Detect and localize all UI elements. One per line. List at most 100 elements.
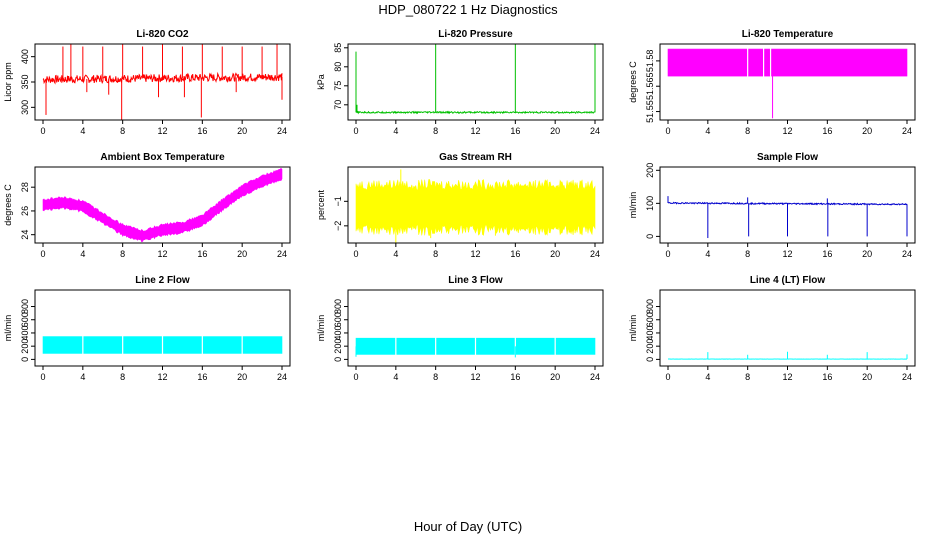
x-tick-label: 4 bbox=[80, 249, 85, 259]
data-band bbox=[667, 48, 908, 77]
x-tick-label: 0 bbox=[665, 126, 670, 136]
y-tick-label: 80 bbox=[333, 62, 343, 72]
x-tick-label: 16 bbox=[197, 372, 207, 382]
y-tick-label: 51.58 bbox=[645, 50, 655, 73]
x-tick-label: 16 bbox=[822, 372, 832, 382]
x-tick-label: 20 bbox=[550, 126, 560, 136]
x-tick-label: 20 bbox=[862, 249, 872, 259]
panel-title: Line 4 (LT) Flow bbox=[750, 275, 826, 286]
y-tick-label: 800 bbox=[645, 299, 655, 314]
x-tick-label: 12 bbox=[157, 249, 167, 259]
panel-title: Sample Flow bbox=[757, 152, 818, 163]
panel-title: Gas Stream RH bbox=[439, 152, 512, 163]
x-tick-label: 8 bbox=[433, 249, 438, 259]
x-tick-label: 12 bbox=[782, 249, 792, 259]
x-tick-label: 20 bbox=[237, 126, 247, 136]
x-tick-label: 4 bbox=[705, 372, 710, 382]
x-tick-label: 20 bbox=[550, 372, 560, 382]
x-tick-label: 20 bbox=[550, 249, 560, 259]
y-tick-label: 0 bbox=[645, 357, 655, 362]
x-tick-label: 8 bbox=[120, 126, 125, 136]
x-tick-label: 0 bbox=[40, 249, 45, 259]
x-tick-label: 8 bbox=[745, 249, 750, 259]
y-tick-label: 51.565 bbox=[645, 72, 655, 100]
x-tick-label: 24 bbox=[902, 249, 912, 259]
x-tick-label: 24 bbox=[277, 249, 287, 259]
x-tick-label: 12 bbox=[470, 126, 480, 136]
x-tick-label: 12 bbox=[782, 126, 792, 136]
panel-line2_flow: Line 2 Flow ml/min 0 4 8 12 16 20 24 0 20040060080… bbox=[3, 275, 291, 382]
x-tick-label: 12 bbox=[157, 372, 167, 382]
y-tick-label: 400 bbox=[20, 49, 30, 64]
y-tick-label: −2 bbox=[333, 221, 343, 231]
panel-title: Li-820 CO2 bbox=[136, 29, 189, 40]
figure-x-axis-label: Hour of Day (UTC) bbox=[414, 519, 522, 534]
x-tick-label: 4 bbox=[393, 372, 398, 382]
y-axis-label: ml/min bbox=[628, 315, 638, 342]
x-tick-label: 4 bbox=[393, 126, 398, 136]
x-tick-label: 24 bbox=[277, 126, 287, 136]
panel-title: Line 2 Flow bbox=[135, 275, 190, 286]
x-tick-label: 24 bbox=[590, 249, 600, 259]
x-tick-label: 20 bbox=[862, 372, 872, 382]
x-tick-label: 16 bbox=[197, 249, 207, 259]
plot-frame bbox=[347, 43, 604, 121]
x-tick-label: 0 bbox=[353, 249, 358, 259]
x-tick-label: 16 bbox=[510, 126, 520, 136]
series-line3_flow bbox=[355, 337, 596, 358]
x-tick-label: 20 bbox=[237, 249, 247, 259]
series-line4_flow bbox=[668, 351, 908, 360]
y-tick-label: 600 bbox=[645, 312, 655, 327]
y-tick-label: −1 bbox=[333, 196, 343, 206]
y-tick-label: 600 bbox=[20, 312, 30, 327]
y-tick-label: 800 bbox=[333, 299, 343, 314]
y-axis-label: ml/min bbox=[316, 315, 326, 342]
y-axis-label: ml/min bbox=[628, 192, 638, 219]
x-tick-label: 8 bbox=[120, 372, 125, 382]
plot-frame bbox=[34, 289, 291, 367]
x-tick-label: 24 bbox=[902, 372, 912, 382]
x-tick-label: 16 bbox=[822, 249, 832, 259]
panel-title: Li-820 Pressure bbox=[438, 29, 513, 40]
y-tick-label: 600 bbox=[333, 312, 343, 327]
y-tick-label: 85 bbox=[333, 43, 343, 53]
x-tick-label: 24 bbox=[590, 372, 600, 382]
x-tick-label: 16 bbox=[197, 126, 207, 136]
y-tick-label: 100 bbox=[645, 196, 655, 211]
y-tick-label: 200 bbox=[645, 339, 655, 354]
panel-line3_flow: Line 3 Flow ml/min 0 4 8 12 16 20 24 0 20040060080… bbox=[316, 275, 604, 382]
panel-box_temp: Ambient Box Temperature degrees C 0 4 8 12 16 2… bbox=[3, 152, 291, 259]
y-tick-label: 200 bbox=[20, 339, 30, 354]
series-sample_flow bbox=[667, 196, 908, 239]
y-tick-label: 400 bbox=[20, 325, 30, 340]
series-line2_flow bbox=[42, 335, 283, 355]
panel-licor_temp: Li-820 Temperature degrees C 0 4 8 12 16 20 24 51… bbox=[628, 29, 916, 136]
x-tick-label: 4 bbox=[80, 126, 85, 136]
x-tick-label: 8 bbox=[745, 126, 750, 136]
x-tick-label: 0 bbox=[665, 249, 670, 259]
x-tick-label: 0 bbox=[353, 372, 358, 382]
panel-title: Ambient Box Temperature bbox=[100, 152, 225, 163]
y-axis-label: ml/min bbox=[3, 315, 13, 342]
x-tick-label: 8 bbox=[120, 249, 125, 259]
panel-title: Line 3 Flow bbox=[448, 275, 503, 286]
series-pressure bbox=[355, 44, 596, 115]
x-tick-label: 4 bbox=[705, 249, 710, 259]
x-tick-label: 16 bbox=[510, 249, 520, 259]
y-tick-label: 0 bbox=[645, 234, 655, 239]
y-tick-label: 70 bbox=[333, 100, 343, 110]
y-tick-label: 0 bbox=[20, 357, 30, 362]
panel-pressure: Li-820 Pressure kPa 0 4 8 12 16 20 24 70 75 80 85 bbox=[316, 29, 604, 136]
x-tick-label: 4 bbox=[393, 249, 398, 259]
y-axis-label: Licor ppm bbox=[3, 62, 13, 102]
y-tick-label: 400 bbox=[333, 325, 343, 340]
x-tick-label: 8 bbox=[745, 372, 750, 382]
x-tick-label: 20 bbox=[237, 372, 247, 382]
y-axis-label: degrees C bbox=[3, 184, 13, 226]
x-tick-label: 0 bbox=[40, 372, 45, 382]
data-band bbox=[42, 167, 283, 243]
series-box_temp bbox=[42, 167, 283, 243]
y-axis-label: percent bbox=[316, 189, 326, 220]
panel-sample_flow: Sample Flow ml/min 0 4 8 12 16 20 24 0 100 200 bbox=[628, 152, 916, 259]
series-co2 bbox=[42, 44, 283, 120]
